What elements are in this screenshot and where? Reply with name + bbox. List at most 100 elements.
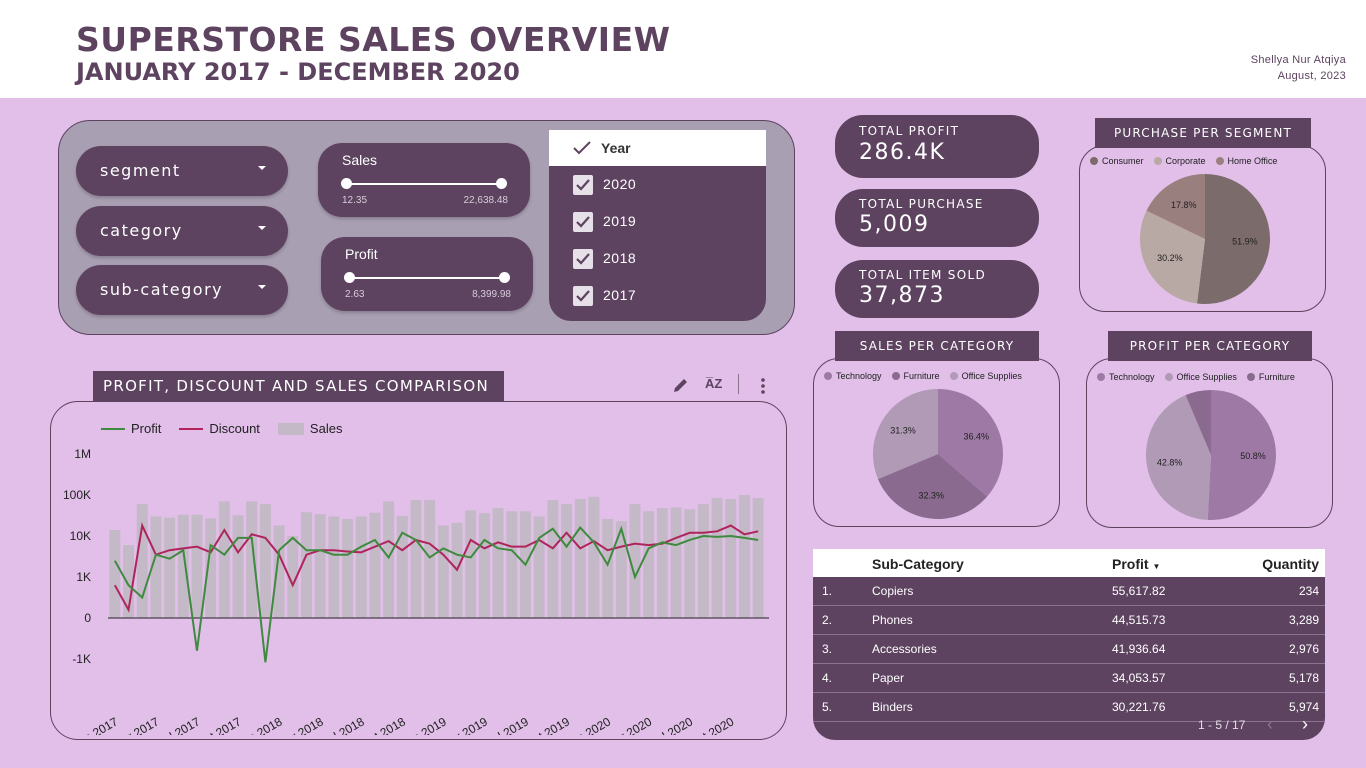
- sales-bar[interactable]: [328, 516, 340, 618]
- sales-bar[interactable]: [478, 513, 490, 618]
- sub-category-cell: Accessories: [872, 642, 937, 656]
- year-checkbox[interactable]: [573, 249, 593, 269]
- sales-bar[interactable]: [424, 500, 436, 618]
- column-header-profit[interactable]: Profit ▼: [1112, 556, 1161, 572]
- profit-line[interactable]: [113, 525, 759, 663]
- pie-slice[interactable]: [938, 389, 1003, 497]
- category-dropdown[interactable]: category: [76, 206, 288, 256]
- sales-range-slider[interactable]: Sales 12.35 22,638.48: [318, 143, 530, 217]
- sales-bar[interactable]: [533, 516, 545, 618]
- chevron-right-icon[interactable]: ›: [1302, 714, 1308, 734]
- sub-category-cell: Paper: [872, 671, 905, 685]
- sales-bar[interactable]: [615, 521, 627, 618]
- sales-bar[interactable]: [273, 525, 285, 618]
- year-checkbox[interactable]: [573, 212, 593, 232]
- sales-bar[interactable]: [355, 516, 367, 618]
- pie-slice[interactable]: [873, 389, 938, 480]
- sales-bar[interactable]: [232, 515, 244, 618]
- sales-bar[interactable]: [136, 504, 148, 618]
- column-header-sub-category[interactable]: Sub-Category: [872, 556, 964, 572]
- sales-bar[interactable]: [287, 536, 299, 618]
- sales-bar[interactable]: [752, 498, 764, 618]
- sales-bar[interactable]: [492, 508, 504, 618]
- more-vert-icon[interactable]: [760, 377, 766, 395]
- row-index: 3.: [822, 642, 833, 656]
- pie-slice[interactable]: [1146, 395, 1211, 520]
- pie-slice-label: 50.8%: [1240, 451, 1266, 461]
- sort-az-icon[interactable]: A̅Z: [705, 376, 723, 391]
- sales-bar[interactable]: [246, 501, 258, 618]
- sales-bar[interactable]: [465, 510, 477, 618]
- sales-bar[interactable]: [547, 500, 559, 618]
- page-title: SUPERSTORE SALES OVERVIEW: [76, 20, 671, 59]
- year-checkbox[interactable]: [573, 286, 593, 306]
- sales-bar[interactable]: [588, 496, 600, 618]
- table-row[interactable]: 1. Copiers 55,617.82 234: [813, 577, 1325, 606]
- sales-bar[interactable]: [670, 507, 682, 618]
- legend-item: Home Office: [1215, 156, 1278, 166]
- year-filter-header[interactable]: Year: [549, 130, 766, 166]
- sales-bar[interactable]: [410, 500, 422, 618]
- pie-slice[interactable]: [1140, 210, 1205, 304]
- sales-bar[interactable]: [191, 514, 203, 618]
- sales-bar[interactable]: [109, 530, 121, 618]
- sales-bar[interactable]: [383, 501, 395, 618]
- legend-sales: Sales: [277, 421, 342, 436]
- slider-max-handle[interactable]: [499, 272, 510, 283]
- table-row[interactable]: 3. Accessories 41,936.64 2,976: [813, 635, 1325, 664]
- edit-pencil-icon[interactable]: [672, 376, 690, 394]
- sales-bar[interactable]: [437, 525, 449, 618]
- year-checkbox[interactable]: [573, 175, 593, 195]
- slider-max-handle[interactable]: [496, 178, 507, 189]
- column-header-quantity[interactable]: Quantity: [1262, 556, 1319, 572]
- sales-bar[interactable]: [205, 518, 217, 618]
- slider-min-handle[interactable]: [344, 272, 355, 283]
- sales-bar[interactable]: [506, 511, 518, 618]
- sales-bar[interactable]: [697, 504, 709, 618]
- sales-bar[interactable]: [561, 504, 573, 618]
- discount-line[interactable]: [113, 522, 759, 613]
- pie-slice[interactable]: [878, 454, 988, 519]
- sub-category-dropdown[interactable]: sub-category: [76, 265, 288, 315]
- sales-bar[interactable]: [684, 509, 696, 618]
- profit-range-slider[interactable]: Profit 2.63 8,399.98: [321, 237, 533, 311]
- check-icon: [576, 253, 590, 265]
- kpi-label: Total Purchase: [859, 197, 984, 211]
- table-row[interactable]: 4. Paper 34,053.57 5,178: [813, 664, 1325, 693]
- sales-bar[interactable]: [314, 514, 326, 618]
- legend-discount: Discount: [179, 421, 260, 436]
- sales-bar[interactable]: [150, 516, 162, 618]
- sales-bar[interactable]: [369, 512, 381, 618]
- year-option-label: 2018: [603, 250, 637, 266]
- sales-bar[interactable]: [725, 498, 737, 618]
- sales-bar[interactable]: [711, 497, 723, 618]
- segment-dropdown[interactable]: segment: [76, 146, 288, 196]
- caret-down-icon: [258, 166, 266, 170]
- pie-slice[interactable]: [1207, 390, 1276, 520]
- pie-slice[interactable]: [1197, 174, 1270, 304]
- y-tick-label: 100K: [63, 488, 91, 502]
- sales-bar[interactable]: [643, 511, 655, 618]
- table-row[interactable]: 5. Binders 30,221.76 5,974: [813, 693, 1325, 722]
- sales-bar[interactable]: [342, 518, 354, 618]
- profit-cell: 34,053.57: [1112, 671, 1166, 685]
- chevron-left-icon[interactable]: ‹: [1267, 714, 1273, 734]
- sales-bar[interactable]: [259, 504, 271, 618]
- pie-slice[interactable]: [1146, 174, 1205, 239]
- sales-bar[interactable]: [300, 512, 312, 618]
- table-row[interactable]: 2. Phones 44,515.73 3,289: [813, 606, 1325, 635]
- sales-bar[interactable]: [656, 508, 668, 618]
- sales-bar[interactable]: [177, 514, 189, 618]
- sales-bar[interactable]: [123, 545, 135, 618]
- sales-bar[interactable]: [396, 515, 408, 618]
- sales-bar[interactable]: [629, 504, 641, 618]
- sales-bar[interactable]: [738, 495, 750, 618]
- profit-cell: 30,221.76: [1112, 700, 1166, 714]
- pie-slice[interactable]: [1185, 390, 1211, 455]
- sales-bar[interactable]: [574, 498, 586, 618]
- slider-min-handle[interactable]: [341, 178, 352, 189]
- sales-bar[interactable]: [218, 501, 230, 618]
- legend-label: Home Office: [1227, 156, 1278, 166]
- sales-bar[interactable]: [602, 518, 614, 618]
- sales-bar[interactable]: [164, 517, 176, 618]
